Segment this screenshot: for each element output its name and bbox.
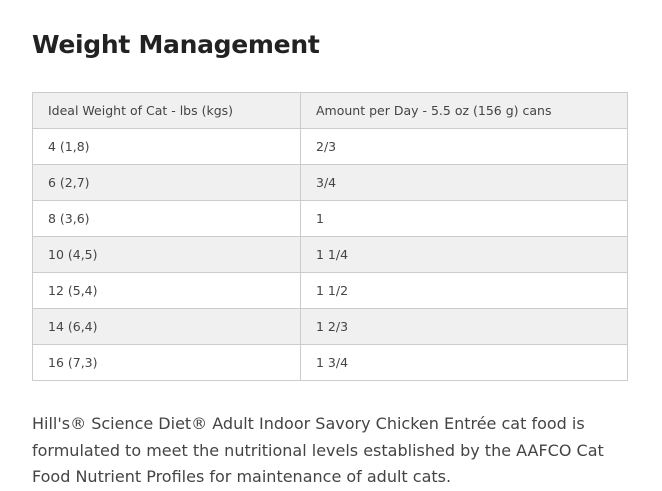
table-cell: 12 (5,4) (32, 272, 301, 309)
table-cell: 8 (3,6) (32, 200, 301, 237)
table-row: 16 (7,3) 1 3/4 (32, 344, 628, 381)
table-cell: Ideal Weight of Cat - lbs (kgs) (32, 92, 301, 129)
table-cell: 2/3 (300, 128, 628, 165)
table-cell: 10 (4,5) (32, 236, 301, 273)
table-cell: 14 (6,4) (32, 308, 301, 345)
table-row: 14 (6,4) 1 2/3 (32, 308, 628, 345)
header-row: Ideal Weight of Cat - lbs (kgs) Amount pe… (32, 92, 628, 129)
table-cell: Amount per Day - 5.5 oz (156 g) cans (300, 92, 628, 129)
table-row: 4 (1,8) 2/3 (32, 128, 628, 165)
table-row: 12 (5,4) 1 1/2 (32, 272, 628, 309)
table-cell: 16 (7,3) (32, 344, 301, 381)
table-cell: 1 (300, 200, 628, 237)
table-cell: 1 2/3 (300, 308, 628, 345)
table-row: 8 (3,6) 1 (32, 200, 628, 237)
description: Hill's® Science Diet® Adult Indoor Savor… (32, 414, 604, 486)
table-row: 10 (4,5) 1 1/4 (32, 236, 628, 273)
table-cell: 4 (1,8) (32, 128, 301, 165)
table-cell: 1 1/2 (300, 272, 628, 309)
table-row: 6 (2,7) 3/4 (32, 164, 628, 201)
title: Weight Management (32, 30, 320, 59)
table-cell: 6 (2,7) (32, 164, 301, 201)
table-cell: 1 1/4 (300, 236, 628, 273)
table-cell: 3/4 (300, 164, 628, 201)
feeding-table: Ideal Weight of Cat - lbs (kgs) Amount pe… (32, 92, 628, 381)
table-cell: 1 3/4 (300, 344, 628, 381)
